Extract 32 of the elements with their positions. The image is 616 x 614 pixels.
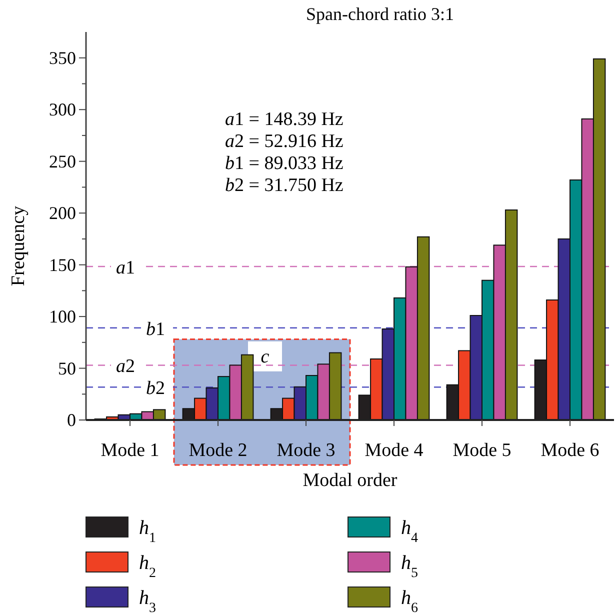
legend-label: h$_{1}$ bbox=[139, 517, 156, 546]
ref-line-label: b2 bbox=[146, 378, 165, 400]
legend-label: h$_{2}$ bbox=[139, 552, 156, 580]
y-tick-label: 250 bbox=[49, 151, 76, 172]
ref-line-label: a2 bbox=[116, 356, 135, 378]
annotation: a1 = 148.39 Hz bbox=[225, 109, 344, 130]
y-tick-label: 150 bbox=[49, 254, 76, 275]
x-tick-label: Mode 4 bbox=[364, 440, 424, 461]
annotation: a2 = 52.916 Hz bbox=[225, 131, 344, 152]
legend-label: h$_{5}$ bbox=[401, 552, 418, 580]
x-axis-title: Modal order bbox=[302, 470, 398, 491]
ref-line-label: a1 bbox=[116, 257, 135, 278]
y-tick-label: 100 bbox=[49, 306, 76, 327]
x-tick-label: Mode 6 bbox=[540, 440, 600, 461]
x-tick-label: Mode 1 bbox=[100, 440, 160, 461]
y-tick-label: 350 bbox=[49, 48, 76, 68]
ref-line-label: b1 bbox=[146, 318, 165, 340]
band-label: c bbox=[260, 346, 270, 368]
chart-title: Span-chord ratio 3:1 bbox=[306, 4, 454, 24]
y-tick-label: 200 bbox=[49, 203, 76, 224]
legend-label: h$_{4}$ bbox=[401, 517, 418, 546]
y-tick-label: 0 bbox=[67, 410, 76, 430]
y-tick-label: 50 bbox=[58, 358, 76, 378]
y-axis-title: Frequency bbox=[8, 205, 29, 286]
y-tick-label: 300 bbox=[49, 100, 76, 120]
legend-label: h$_{3}$ bbox=[139, 587, 156, 614]
annotation: b2 = 31.750 Hz bbox=[225, 175, 344, 196]
x-tick-label: Mode 3 bbox=[276, 440, 336, 461]
x-tick-label: Mode 5 bbox=[452, 440, 512, 461]
annotation: b1 = 89.033 Hz bbox=[225, 153, 344, 174]
x-tick-label: Mode 2 bbox=[188, 440, 248, 461]
legend-label: h$_{6}$ bbox=[401, 587, 418, 614]
